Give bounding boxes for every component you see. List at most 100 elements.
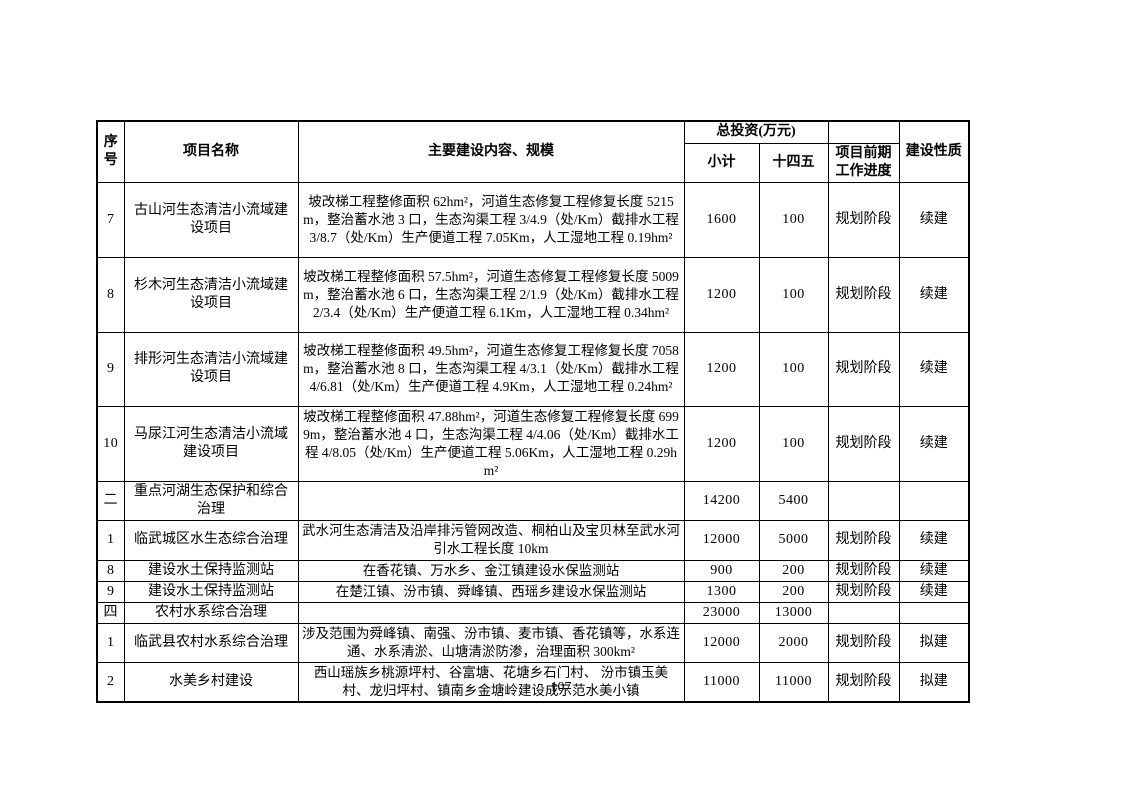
table-header-row-1: 序号 项目名称 主要建设内容、规模 总投资(万元) 建设性质 bbox=[96, 120, 970, 183]
name-cell: 马尿江河生态清洁小流域建设项目 bbox=[123, 405, 299, 482]
content-cell: 西山瑶族乡桃源坪村、谷富塘、花塘乡石门村、 汾市镇玉美村、龙归坪村、镇南乡金塘岭… bbox=[297, 661, 685, 703]
subtotal-cell: 1200 bbox=[683, 256, 760, 333]
progress-cell: 规划阶段 bbox=[827, 256, 900, 333]
name-cell: 杉木河生态清洁小流域建设项目 bbox=[123, 256, 299, 333]
plan145-cell: 200 bbox=[758, 580, 829, 603]
content-cell bbox=[297, 480, 685, 521]
progress-cell bbox=[827, 601, 900, 624]
plan145-cell: 100 bbox=[758, 331, 829, 407]
subtotal-cell: 23000 bbox=[683, 601, 760, 624]
content-cell: 在香花镇、万水乡、金江镇建设水保监测站 bbox=[297, 559, 685, 582]
serial-cell: 10 bbox=[96, 405, 125, 482]
project-table: 序号 项目名称 主要建设内容、规模 总投资(万元) 建设性质 小计 十四五 项目… bbox=[96, 120, 971, 703]
header-nature: 建设性质 bbox=[898, 120, 970, 183]
table-row: 2 水美乡村建设 西山瑶族乡桃源坪村、谷富塘、花塘乡石门村、 汾市镇玉美村、龙归… bbox=[96, 661, 970, 703]
name-cell: 重点河湖生态保护和综合治理 bbox=[123, 480, 299, 521]
progress-cell: 规划阶段 bbox=[827, 580, 900, 603]
header-serial: 序号 bbox=[96, 120, 125, 183]
plan145-cell: 200 bbox=[758, 559, 829, 582]
content-cell: 武水河生态清洁及沿岸排污管网改造、桐柏山及宝贝林至武水河引水工程长度 10km bbox=[297, 519, 685, 561]
name-cell: 临武城区水生态综合治理 bbox=[123, 519, 299, 561]
serial-cell: 9 bbox=[96, 331, 125, 407]
name-cell: 建设水土保持监测站 bbox=[123, 580, 299, 603]
serial-cell: 1 bbox=[96, 622, 125, 663]
serial-cell: 8 bbox=[96, 559, 125, 582]
nature-cell: 续建 bbox=[898, 331, 970, 407]
nature-cell: 续建 bbox=[898, 405, 970, 482]
progress-cell: 规划阶段 bbox=[827, 331, 900, 407]
content-cell: 坡改梯工程整修面积 62hm²，河道生态修复工程修复长度 5215m，整治蓄水池… bbox=[297, 181, 685, 258]
plan145-cell: 2000 bbox=[758, 622, 829, 663]
header-empty bbox=[827, 120, 900, 144]
table-row: 9 建设水土保持监测站 在楚江镇、汾市镇、舜峰镇、西瑶乡建设水保监测站 1300… bbox=[96, 580, 970, 603]
table-row: 8 杉木河生态清洁小流域建设项目 坡改梯工程整修面积 57.5hm²，河道生态修… bbox=[96, 256, 970, 333]
serial-cell: 四 bbox=[96, 601, 125, 624]
nature-cell: 续建 bbox=[898, 181, 970, 258]
subtotal-cell: 1200 bbox=[683, 405, 760, 482]
header-project-name: 项目名称 bbox=[123, 120, 299, 183]
nature-cell: 续建 bbox=[898, 580, 970, 603]
progress-cell: 规划阶段 bbox=[827, 405, 900, 482]
page-number: 107 bbox=[550, 680, 572, 695]
name-cell: 水美乡村建设 bbox=[123, 661, 299, 703]
nature-cell: 拟建 bbox=[898, 622, 970, 663]
table-row: 二 重点河湖生态保护和综合治理 14200 5400 bbox=[96, 480, 970, 521]
content-cell: 涉及范围为舜峰镇、南强、汾市镇、麦市镇、香花镇等，水系连通、水系清淤、山塘清淤防… bbox=[297, 622, 685, 663]
header-plan145: 十四五 bbox=[758, 142, 829, 183]
plan145-cell: 100 bbox=[758, 256, 829, 333]
table-row: 7 古山河生态清洁小流域建设项目 坡改梯工程整修面积 62hm²，河道生态修复工… bbox=[96, 181, 970, 258]
name-cell: 建设水土保持监测站 bbox=[123, 559, 299, 582]
header-subtotal: 小计 bbox=[683, 142, 760, 183]
nature-cell bbox=[898, 480, 970, 521]
subtotal-cell: 12000 bbox=[683, 519, 760, 561]
table-row: 1 临武城区水生态综合治理 武水河生态清洁及沿岸排污管网改造、桐柏山及宝贝林至武… bbox=[96, 519, 970, 561]
content-cell: 坡改梯工程整修面积 57.5hm²，河道生态修复工程修复长度 5009m，整治蓄… bbox=[297, 256, 685, 333]
content-cell: 坡改梯工程整修面积 47.88hm²，河道生态修复工程修复长度 6999m，整治… bbox=[297, 405, 685, 482]
table-row: 10 马尿江河生态清洁小流域建设项目 坡改梯工程整修面积 47.88hm²，河道… bbox=[96, 405, 970, 482]
progress-cell: 规划阶段 bbox=[827, 181, 900, 258]
plan145-cell: 11000 bbox=[758, 661, 829, 703]
subtotal-cell: 14200 bbox=[683, 480, 760, 521]
name-cell: 临武县农村水系综合治理 bbox=[123, 622, 299, 663]
table-header-row-2: 小计 十四五 项目前期工作进度 bbox=[97, 142, 969, 183]
nature-cell: 续建 bbox=[898, 256, 970, 333]
nature-cell: 拟建 bbox=[898, 661, 970, 703]
serial-cell: 1 bbox=[96, 519, 125, 561]
content-cell: 坡改梯工程整修面积 49.5hm²，河道生态修复工程修复长度 7058m，整治蓄… bbox=[297, 331, 685, 407]
header-investment-group: 总投资(万元) bbox=[683, 120, 829, 144]
serial-cell: 9 bbox=[96, 580, 125, 603]
subtotal-cell: 1600 bbox=[683, 181, 760, 258]
table-row: 四 农村水系综合治理 23000 13000 bbox=[96, 601, 970, 624]
subtotal-cell: 900 bbox=[683, 559, 760, 582]
progress-cell: 规划阶段 bbox=[827, 622, 900, 663]
progress-cell: 规划阶段 bbox=[827, 559, 900, 582]
table-row: 9 排形河生态清洁小流域建设项目 坡改梯工程整修面积 49.5hm²，河道生态修… bbox=[96, 331, 970, 407]
subtotal-cell: 1200 bbox=[683, 331, 760, 407]
plan145-cell: 5000 bbox=[758, 519, 829, 561]
serial-cell: 8 bbox=[96, 256, 125, 333]
content-cell: 在楚江镇、汾市镇、舜峰镇、西瑶乡建设水保监测站 bbox=[297, 580, 685, 603]
plan145-cell: 100 bbox=[758, 181, 829, 258]
subtotal-cell: 11000 bbox=[683, 661, 760, 703]
content-cell bbox=[297, 601, 685, 624]
name-cell: 农村水系综合治理 bbox=[123, 601, 299, 624]
name-cell: 排形河生态清洁小流域建设项目 bbox=[123, 331, 299, 407]
nature-cell bbox=[898, 601, 970, 624]
plan145-cell: 5400 bbox=[758, 480, 829, 521]
table-row: 8 建设水土保持监测站 在香花镇、万水乡、金江镇建设水保监测站 900 200 … bbox=[96, 559, 970, 582]
subtotal-cell: 12000 bbox=[683, 622, 760, 663]
progress-cell: 规划阶段 bbox=[827, 519, 900, 561]
plan145-cell: 100 bbox=[758, 405, 829, 482]
header-progress: 项目前期工作进度 bbox=[827, 142, 900, 183]
serial-cell: 二 bbox=[96, 480, 125, 521]
nature-cell: 续建 bbox=[898, 519, 970, 561]
nature-cell: 续建 bbox=[898, 559, 970, 582]
plan145-cell: 13000 bbox=[758, 601, 829, 624]
name-cell: 古山河生态清洁小流域建设项目 bbox=[123, 181, 299, 258]
table-row: 1 临武县农村水系综合治理 涉及范围为舜峰镇、南强、汾市镇、麦市镇、香花镇等，水… bbox=[96, 622, 970, 663]
header-content: 主要建设内容、规模 bbox=[297, 120, 685, 183]
progress-cell bbox=[827, 480, 900, 521]
subtotal-cell: 1300 bbox=[683, 580, 760, 603]
serial-cell: 7 bbox=[96, 181, 125, 258]
